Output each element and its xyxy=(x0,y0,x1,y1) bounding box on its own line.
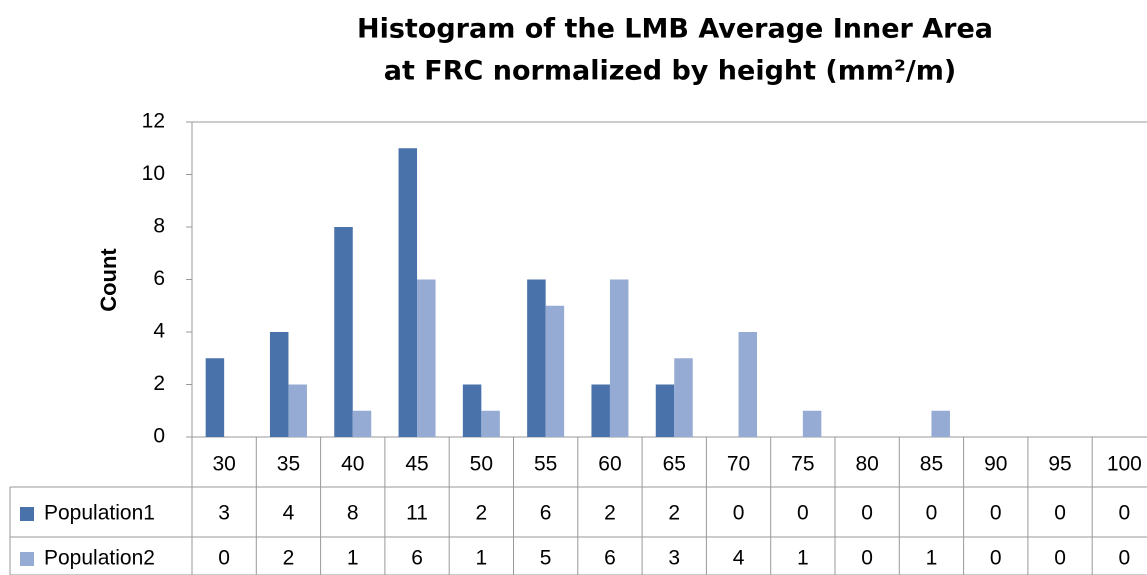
chart-title: at FRC normalized by height (mm²/m) xyxy=(384,56,956,87)
table-cell: 0 xyxy=(861,547,873,570)
y-tick-label: 0 xyxy=(153,425,165,448)
x-tick-label: 80 xyxy=(855,453,878,476)
x-tick-label: 75 xyxy=(791,453,814,476)
x-tick-label: 40 xyxy=(341,453,364,476)
bar xyxy=(288,384,307,437)
legend-swatch xyxy=(20,507,34,521)
x-tick-label: 85 xyxy=(920,453,943,476)
bar xyxy=(481,410,500,437)
x-tick-label: 55 xyxy=(534,453,557,476)
table-cell: 3 xyxy=(668,547,680,570)
table-cell: 0 xyxy=(1119,502,1131,525)
table-cell: 0 xyxy=(733,502,745,525)
table-cell: 8 xyxy=(347,502,359,525)
table-cell: 2 xyxy=(668,502,680,525)
bar xyxy=(545,305,565,437)
x-tick-label: 65 xyxy=(663,453,686,476)
table-cell: 11 xyxy=(406,502,428,525)
table-cell: 6 xyxy=(540,502,552,525)
table-cell: 6 xyxy=(604,547,616,570)
y-tick-label: 4 xyxy=(153,320,165,343)
bar xyxy=(462,384,482,437)
x-tick-label: 30 xyxy=(212,453,235,476)
y-tick-label: 12 xyxy=(142,110,165,133)
bar xyxy=(738,332,758,437)
bar xyxy=(931,410,950,437)
table-cell: 2 xyxy=(283,547,295,570)
table-cell: 1 xyxy=(476,547,488,570)
table-cell: 4 xyxy=(733,547,745,570)
bar xyxy=(352,410,372,437)
table-cell: 6 xyxy=(411,547,423,570)
x-tick-label: 60 xyxy=(598,453,621,476)
table-cell: 1 xyxy=(347,547,359,570)
table-cell: 0 xyxy=(1054,547,1066,570)
y-tick-label: 2 xyxy=(153,372,165,395)
y-tick-label: 8 xyxy=(153,215,165,238)
table-cell: 0 xyxy=(1119,547,1131,570)
table-cell: 3 xyxy=(218,502,230,525)
table-cell: 1 xyxy=(797,547,809,570)
x-tick-label: 95 xyxy=(1048,453,1071,476)
legend-swatch xyxy=(20,552,34,566)
bar xyxy=(674,358,693,437)
legend-label: Population2 xyxy=(44,547,155,570)
x-tick-label: 35 xyxy=(277,453,300,476)
table-cell: 2 xyxy=(476,502,488,525)
x-tick-label: 50 xyxy=(470,453,493,476)
y-tick-label: 6 xyxy=(153,267,165,290)
bar xyxy=(205,358,225,437)
bar xyxy=(334,227,353,437)
legend-label: Population1 xyxy=(44,502,155,525)
y-tick-label: 10 xyxy=(142,162,165,185)
table-cell: 0 xyxy=(797,502,809,525)
bar xyxy=(591,384,610,437)
x-tick-label: 70 xyxy=(727,453,750,476)
table-cell: 0 xyxy=(990,547,1002,570)
chart-title: Histogram of the LMB Average Inner Area xyxy=(357,14,993,45)
y-axis-label: Count xyxy=(96,248,121,312)
bar xyxy=(609,279,629,437)
table-cell: 0 xyxy=(218,547,230,570)
table-cell: 2 xyxy=(604,502,616,525)
bar xyxy=(527,279,546,437)
table-cell: 0 xyxy=(926,502,938,525)
bar xyxy=(802,410,822,437)
table-cell: 1 xyxy=(926,547,938,570)
bar xyxy=(269,332,289,437)
table-cell: 0 xyxy=(1054,502,1066,525)
table-cell: 0 xyxy=(861,502,873,525)
table-cell: 5 xyxy=(540,547,552,570)
bar xyxy=(417,279,436,437)
bar xyxy=(398,148,418,437)
x-tick-label: 100 xyxy=(1107,453,1142,476)
bar xyxy=(655,384,675,437)
x-tick-label: 45 xyxy=(405,453,428,476)
x-tick-label: 90 xyxy=(984,453,1007,476)
table-cell: 4 xyxy=(283,502,295,525)
table-cell: 0 xyxy=(990,502,1002,525)
